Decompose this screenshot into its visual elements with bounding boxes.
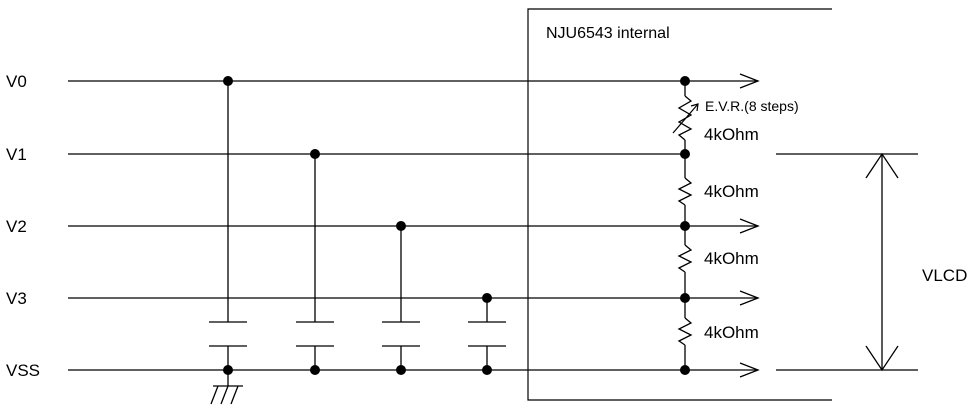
resistor-label-3: 4kOhm [704,249,759,268]
resistor-label-1: 4kOhm [704,125,759,144]
internal-block-title: NJU6543 internal [546,25,670,42]
node-label-v2: V2 [6,217,27,236]
node-label-v3: V3 [6,289,27,308]
evr-resistor [677,95,693,141]
junction-dot [310,365,320,375]
junction-dot [482,365,492,375]
vlcd-label: VLCD [922,266,967,285]
vlcd-arrowhead-bottom [865,345,899,372]
junction-dot [680,365,690,375]
resistor-4 [677,317,693,346]
capacitor-branches [209,81,506,386]
junction-dot [223,365,233,375]
rail-vss-arrowhead [739,362,760,378]
junction-dot [310,149,320,159]
junction-dot [680,76,690,86]
resistor-2 [677,177,693,206]
junction-dot [223,76,233,86]
resistor-3 [677,244,693,273]
ground-icon [210,385,243,405]
junction-dot [396,365,406,375]
node-label-v1: V1 [6,145,27,164]
rails [68,73,760,378]
rail-v0-arrowhead [739,73,760,89]
rail-v2-arrowhead [739,218,760,234]
junction-dot [482,293,492,303]
junction-dots [223,76,690,375]
junction-dot [680,221,690,231]
evr-label: E.V.R.(8 steps) [705,98,799,114]
node-label-v0: V0 [6,72,27,91]
resistor-label-2: 4kOhm [704,182,759,201]
resistor-label-4: 4kOhm [704,323,759,342]
junction-dot [680,293,690,303]
vlcd-dimension [776,152,918,372]
vlcd-arrowhead-top [865,152,899,179]
junction-dot [680,149,690,159]
internal-block-frame [527,8,832,401]
variable-resistor-arrow-icon [672,103,699,134]
rail-v3-arrowhead [739,290,760,306]
junction-dot [396,221,406,231]
node-label-vss: VSS [6,361,40,380]
